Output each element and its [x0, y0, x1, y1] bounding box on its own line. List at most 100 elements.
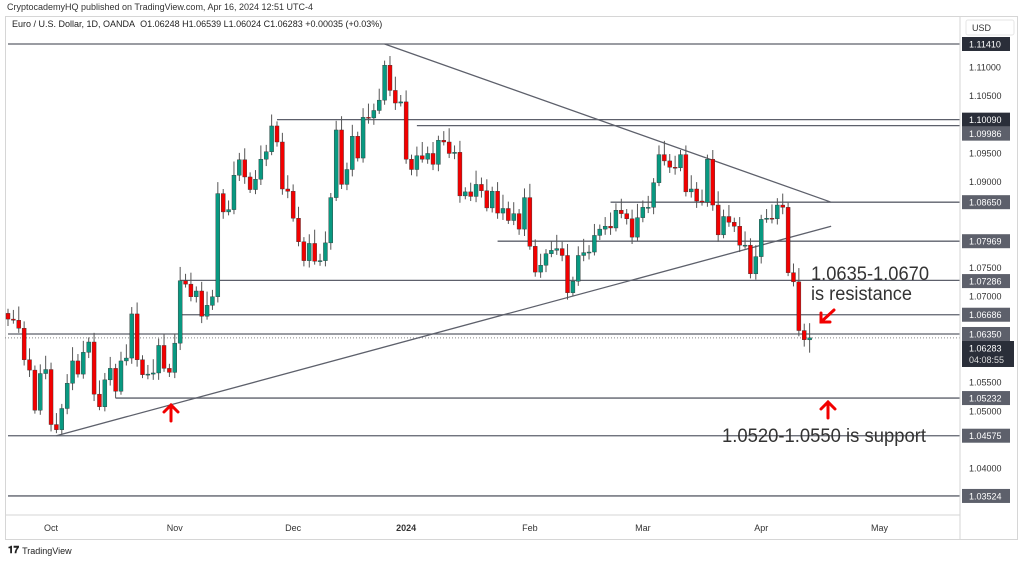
- candle-up: [145, 373, 151, 376]
- time-tick-label: Oct: [44, 523, 59, 533]
- candle-up: [382, 65, 387, 101]
- candle-down: [559, 248, 565, 256]
- candle-down: [274, 125, 280, 143]
- price-level-badge: [962, 112, 1010, 127]
- red-arrow-down-left-icon: [819, 308, 836, 324]
- candle-up: [570, 281, 576, 293]
- countdown-label: 04:08:55: [969, 355, 1004, 365]
- price-tick-label: 1.05500: [969, 378, 1002, 388]
- candle-up: [759, 219, 764, 257]
- candle-up: [226, 209, 231, 213]
- price-level-badge: [962, 428, 1010, 443]
- price-level-label: 1.03524: [969, 491, 1002, 501]
- candle-down: [199, 290, 204, 317]
- time-tick-label: Mar: [635, 523, 651, 533]
- price-level-label: 1.09986: [969, 129, 1002, 139]
- price-level-label: 1.05232: [969, 394, 1002, 404]
- resistance-annotation-line2: is resistance: [811, 284, 912, 305]
- candle-up: [194, 290, 199, 297]
- candle-down: [140, 359, 145, 375]
- candle-up: [538, 265, 543, 273]
- tradingview-logo-icon: 𝟏𝟕: [8, 545, 20, 556]
- candle-down: [527, 197, 533, 247]
- candle-down: [430, 153, 436, 165]
- candle-down: [629, 218, 635, 238]
- candle-down: [699, 200, 705, 203]
- candle-down: [533, 246, 538, 273]
- candle-down: [619, 209, 624, 214]
- time-tick-label: Dec: [285, 523, 302, 533]
- candle-up: [317, 260, 323, 262]
- candle-up: [500, 208, 506, 214]
- candle-up: [269, 125, 274, 152]
- candle-up: [333, 129, 339, 198]
- footer: 𝟏𝟕 TradingView: [8, 545, 72, 556]
- candle-down: [11, 318, 16, 321]
- candle-down: [387, 65, 393, 91]
- candle-down: [468, 191, 473, 197]
- candle-down: [608, 226, 613, 229]
- candle-up: [307, 243, 312, 261]
- price-level-label: 1.04575: [969, 431, 1002, 441]
- candle-down: [791, 272, 796, 283]
- candle-down: [802, 330, 807, 340]
- candle-down: [242, 159, 247, 178]
- candle-down: [694, 188, 699, 202]
- footer-brand: TradingView: [22, 545, 72, 556]
- candle-down: [27, 359, 32, 371]
- candle-up: [118, 360, 124, 392]
- trendline: [384, 43, 832, 203]
- candle-up: [70, 360, 75, 384]
- candle-up: [64, 383, 70, 409]
- price-level-badge: [962, 37, 1010, 51]
- candle-up: [371, 110, 377, 119]
- price-tick-label: 1.09000: [969, 177, 1002, 187]
- candle-up: [705, 158, 710, 203]
- candle-down: [366, 117, 371, 119]
- time-tick-label: Feb: [522, 523, 538, 533]
- candle-down: [54, 424, 59, 430]
- candle-up: [414, 155, 420, 170]
- candle-down: [296, 218, 301, 242]
- candle-up: [253, 179, 258, 190]
- candle-up: [264, 151, 269, 160]
- candle-down: [285, 188, 290, 192]
- candle-up: [646, 207, 651, 209]
- candle-up: [511, 213, 516, 221]
- ohlc-values: O1.06248 H1.06539 L1.06024 C1.06283 +0.0…: [140, 19, 383, 29]
- candle-down: [710, 158, 715, 206]
- candle-down: [220, 193, 226, 213]
- price-level-label: 1.06350: [969, 329, 1002, 339]
- candle-down: [672, 167, 678, 169]
- candle-up: [635, 217, 640, 238]
- candle-up: [613, 209, 619, 229]
- candle-up: [237, 159, 242, 176]
- candle-up: [172, 342, 177, 373]
- candle-up: [807, 337, 812, 341]
- candle-up: [124, 357, 129, 362]
- candle-down: [75, 360, 81, 375]
- candle-down: [247, 176, 253, 190]
- candle-down: [715, 204, 721, 236]
- price-level-badge: [962, 488, 1010, 503]
- candle-down: [188, 283, 194, 297]
- time-tick-label: Nov: [167, 523, 184, 533]
- price-level-label: 1.06686: [969, 310, 1002, 320]
- candle-up: [81, 352, 86, 375]
- candle-down: [339, 129, 344, 185]
- candle-up: [323, 242, 328, 261]
- candle-down: [113, 368, 118, 392]
- candle-down: [16, 320, 21, 329]
- candle-up: [59, 408, 64, 430]
- candle-down: [796, 281, 802, 331]
- time-tick-label: 2024: [396, 523, 416, 533]
- candle-down: [506, 208, 511, 221]
- price-tick-label: 1.05000: [969, 406, 1002, 416]
- candle-up: [581, 252, 586, 256]
- candle-up: [689, 188, 694, 193]
- candle-up: [678, 154, 683, 168]
- candle-down: [48, 369, 54, 425]
- candle-down: [495, 191, 500, 214]
- candle-up: [258, 158, 264, 180]
